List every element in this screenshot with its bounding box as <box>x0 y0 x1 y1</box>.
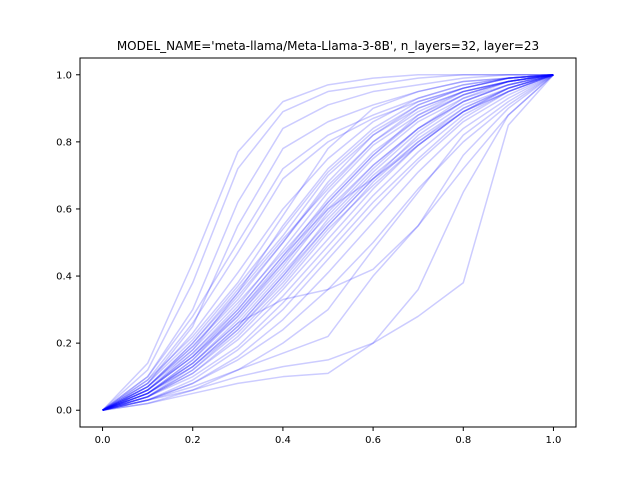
y-tick-label: 0.0 <box>56 406 72 417</box>
x-tick-label: 0.4 <box>275 435 291 446</box>
series-line-s27 <box>102 74 554 411</box>
series-line-s19 <box>102 74 554 411</box>
series-line-s25 <box>102 74 554 411</box>
series-line-s34 <box>102 74 554 411</box>
plot-frame <box>79 57 577 428</box>
series-line-s39 <box>102 74 554 411</box>
series-line-s2 <box>102 74 554 411</box>
series-line-s23 <box>102 74 555 411</box>
series-line-s9 <box>102 74 554 411</box>
series-line-s5 <box>102 74 554 411</box>
series-line-s12 <box>102 74 554 411</box>
x-tick-label: 0.6 <box>365 435 381 446</box>
series-line-s14 <box>102 74 554 411</box>
series-line-s8 <box>102 74 554 411</box>
series-line-s22 <box>102 74 554 411</box>
series-line-s13 <box>102 74 554 411</box>
series-line-s40 <box>102 74 554 411</box>
series-line-s1 <box>102 74 554 411</box>
series-line-s11 <box>102 74 554 411</box>
series-line-s17 <box>102 74 554 411</box>
series-line-s15 <box>102 74 554 411</box>
axes: 0.0 0.2 0.4 0.6 0.8 1.0 0.0 0.2 0.4 0.6 0.8 1.0 <box>56 57 577 446</box>
series-line-s24 <box>102 74 554 411</box>
x-tick-label: 0.2 <box>185 435 201 446</box>
y-tick-label: 1.0 <box>56 70 72 81</box>
series-line-s32 <box>102 74 554 411</box>
y-tick-label: 0.2 <box>56 339 72 350</box>
series-lines <box>102 74 555 411</box>
series-line-s29 <box>102 74 554 411</box>
series-line-s35 <box>102 74 554 411</box>
series-line-s16 <box>102 74 554 411</box>
x-tick-label: 0.0 <box>95 435 111 446</box>
x-tick-label: 0.8 <box>455 435 471 446</box>
series-line-s4 <box>102 74 554 411</box>
series-line-s18 <box>102 74 554 411</box>
series-line-s37 <box>102 74 554 411</box>
series-line-s30 <box>102 74 554 411</box>
series-line-s38 <box>102 74 554 411</box>
y-tick-label: 0.8 <box>56 137 72 148</box>
series-line-s7 <box>102 74 554 411</box>
series-line-s26 <box>102 74 554 411</box>
y-tick-label: 0.4 <box>56 272 72 283</box>
series-line-s10 <box>102 74 554 411</box>
series-line-s3 <box>102 74 554 411</box>
series-line-s36 <box>102 74 554 411</box>
series-line-s20 <box>102 74 554 411</box>
series-line-s33 <box>102 74 554 411</box>
x-tick-label: 1.0 <box>546 435 562 446</box>
chart-title: MODEL_NAME='meta-llama/Meta-Llama-3-8B',… <box>117 39 539 53</box>
series-line-s21 <box>102 74 554 411</box>
y-tick-label: 0.6 <box>56 204 72 215</box>
series-line-s6 <box>102 74 554 411</box>
series-line-s28 <box>102 74 554 411</box>
series-line-s31 <box>102 74 554 411</box>
